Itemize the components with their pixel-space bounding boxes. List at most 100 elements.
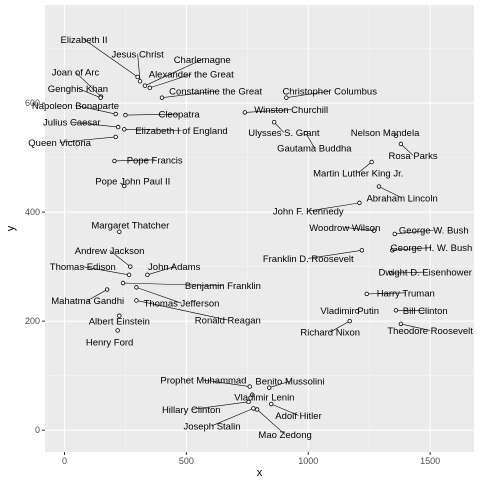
label-connector — [366, 292, 406, 295]
point-label: Nelson Mandela — [351, 128, 420, 139]
point-label: Mao Zedong — [258, 430, 311, 441]
data-point — [359, 248, 365, 253]
data-point — [104, 287, 110, 292]
data-point — [113, 134, 118, 140]
point-label: Rosa Parks — [389, 151, 438, 162]
label-connector — [286, 90, 330, 98]
data-point — [128, 264, 133, 269]
point-label: Joan of Arc — [52, 68, 100, 79]
point-label: Jesus Christ — [111, 50, 164, 61]
point-label: Martin Luther King Jr. — [313, 168, 403, 179]
label-connector — [59, 136, 116, 143]
point-label: Theodore Roosevelt — [387, 326, 473, 337]
data-point — [249, 392, 255, 397]
point-label: Queen Victoria — [28, 138, 91, 149]
label-connector — [125, 113, 180, 116]
point-label: Alexander the Great — [149, 70, 234, 81]
point-label: Prophet Muhammad — [160, 376, 246, 387]
point-label: Christopher Columbus — [282, 87, 377, 98]
data-point — [347, 318, 352, 324]
label-connector — [77, 88, 101, 98]
point-label: Gautama Buddha — [277, 143, 352, 154]
data-point — [267, 385, 272, 390]
point-label: Benito Mussolini — [255, 377, 324, 388]
point-label: Adolf Hitler — [275, 411, 321, 422]
x-tick-label: 0 — [62, 456, 67, 466]
data-point — [134, 298, 139, 303]
point-label: Pope John Paul II — [95, 177, 170, 188]
point-label: Mahatma Gandhi — [51, 296, 124, 307]
point-label: Vladimir Lenin — [234, 392, 294, 403]
label-connector — [271, 403, 299, 416]
label-connector — [330, 320, 350, 333]
data-point — [393, 308, 399, 313]
y-axis-title: y — [5, 225, 17, 231]
label-connector — [305, 132, 315, 148]
point-label: Vladimir Putin — [320, 306, 379, 317]
data-point — [115, 124, 121, 130]
data-point — [388, 271, 394, 276]
point-label: Albert Einstein — [89, 317, 150, 328]
plot-panel — [45, 5, 474, 452]
y-tick-label: 200 — [25, 316, 40, 326]
point-label: Abraham Lincoln — [366, 193, 437, 204]
point-label: George H. W. Bush — [390, 243, 472, 254]
data-point — [147, 85, 153, 91]
data-point — [354, 309, 360, 314]
point-label: Henry Ford — [86, 337, 134, 348]
point-label: Joseph Stalin — [183, 421, 240, 432]
label-connector — [400, 143, 414, 156]
point-label: John F. Kennedy — [273, 207, 344, 218]
label-connector — [87, 289, 108, 301]
label-connector — [256, 409, 286, 435]
data-point — [135, 74, 140, 80]
point-label: Bill Clinton — [403, 306, 448, 317]
label-connector — [114, 159, 155, 162]
data-point — [115, 328, 120, 333]
point-label: Hillary Clinton — [162, 405, 221, 416]
point-label: Pope Francis — [127, 155, 183, 166]
x-tick-label: 1500 — [420, 456, 440, 466]
data-point — [284, 95, 289, 100]
data-point — [123, 112, 128, 118]
data-point — [271, 120, 277, 125]
data-point — [122, 127, 127, 132]
x-axis-title: x — [257, 467, 263, 479]
data-point — [120, 280, 126, 286]
data-point — [117, 313, 122, 318]
point-label: Thomas Jefferson — [144, 299, 220, 310]
point-label: George W. Bush — [399, 226, 469, 237]
data-point — [390, 248, 395, 253]
data-point — [303, 130, 309, 136]
label-connector — [273, 121, 285, 133]
point-label: Ronald Reagan — [195, 316, 261, 327]
data-point — [371, 228, 377, 233]
data-point — [242, 110, 248, 115]
point-label: Genghis Khan — [48, 84, 108, 95]
label-connector — [391, 271, 426, 274]
label-connector — [161, 90, 216, 98]
point-label: Elizabeth I of England — [135, 126, 227, 137]
point-label: Thomas Edison — [50, 262, 116, 273]
y-tick-label: 600 — [25, 98, 40, 108]
point-label: Cleopatra — [158, 110, 200, 121]
label-connector — [244, 109, 292, 113]
label-connector — [344, 227, 375, 231]
label-connector — [75, 105, 116, 115]
x-tick-label: 500 — [179, 456, 194, 466]
data-point — [126, 272, 132, 278]
y-tick-label: 400 — [25, 207, 40, 217]
label-connector — [82, 266, 130, 276]
label-connector — [308, 202, 360, 212]
point-label: John Adams — [148, 262, 201, 273]
y-tick-label: 0 — [35, 425, 40, 435]
label-connector — [308, 250, 362, 259]
label-connector — [203, 379, 250, 387]
label-connector — [149, 73, 192, 89]
label-connector — [400, 323, 431, 331]
data-point — [112, 158, 117, 164]
label-connector — [122, 282, 223, 287]
label-connector — [136, 300, 228, 321]
